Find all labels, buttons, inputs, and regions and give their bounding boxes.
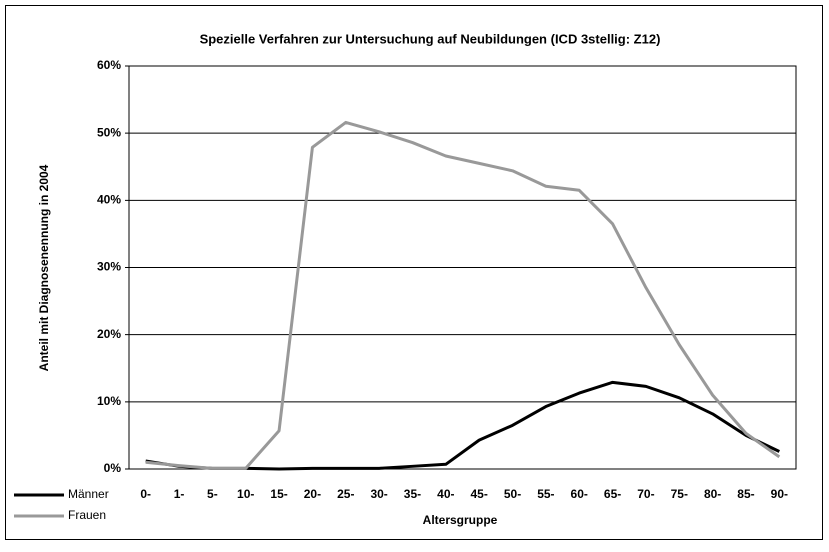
y-tick-label: 0% xyxy=(104,461,122,475)
y-axis-label: Anteil mit Diagnosenennung in 2004 xyxy=(37,164,51,371)
y-tick-label: 20% xyxy=(97,327,121,341)
x-tick-label: 75- xyxy=(671,487,688,501)
x-tick-label: 80- xyxy=(704,487,721,501)
x-tick-label: 85- xyxy=(737,487,754,501)
x-tick-label: 70- xyxy=(637,487,654,501)
x-tick-label: 45- xyxy=(471,487,488,501)
x-tick-label: 0- xyxy=(140,487,151,501)
x-axis-label: Altersgruppe xyxy=(423,513,498,527)
x-tick-label: 10- xyxy=(237,487,254,501)
chart-title: Spezielle Verfahren zur Untersuchung auf… xyxy=(200,31,661,46)
y-tick-label: 30% xyxy=(97,260,121,274)
x-tick-label: 65- xyxy=(604,487,621,501)
x-tick-label: 15- xyxy=(270,487,287,501)
x-tick-label: 1- xyxy=(174,487,185,501)
chart-frame xyxy=(5,5,823,540)
y-tick-label: 40% xyxy=(97,193,121,207)
x-tick-label: 5- xyxy=(207,487,218,501)
series-line xyxy=(145,380,780,471)
x-tick-label: 35- xyxy=(404,487,421,501)
x-tick-label: 90- xyxy=(771,487,788,501)
y-tick-label: 50% xyxy=(97,125,121,139)
x-tick-label: 40- xyxy=(437,487,454,501)
series-line xyxy=(145,120,781,470)
x-tick-label: 50- xyxy=(504,487,521,501)
x-tick-label: 20- xyxy=(304,487,321,501)
x-tick-label: 30- xyxy=(370,487,387,501)
x-tick-label: 60- xyxy=(571,487,588,501)
legend-label: Frauen xyxy=(68,508,106,522)
legend-label: Männer xyxy=(68,487,109,501)
y-tick-label: 60% xyxy=(97,58,121,72)
x-tick-label: 55- xyxy=(537,487,554,501)
y-tick-label: 10% xyxy=(97,394,121,408)
x-tick-label: 25- xyxy=(337,487,354,501)
